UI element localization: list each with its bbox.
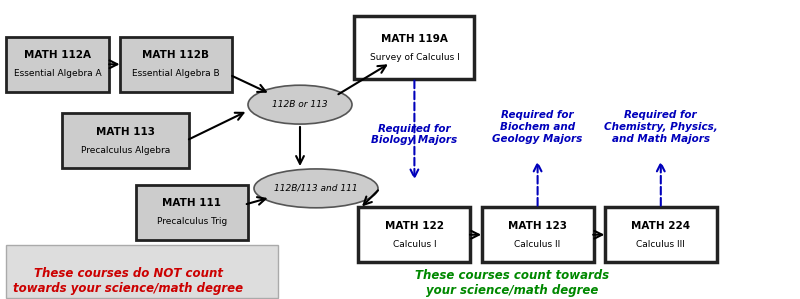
Text: Calculus III: Calculus III xyxy=(636,240,686,249)
Text: MATH 111: MATH 111 xyxy=(162,198,222,208)
FancyBboxPatch shape xyxy=(62,113,189,168)
Ellipse shape xyxy=(254,169,378,208)
Text: These courses count towards
your science/math degree: These courses count towards your science… xyxy=(415,269,609,297)
FancyBboxPatch shape xyxy=(358,207,470,263)
Text: Precalculus Trig: Precalculus Trig xyxy=(157,217,227,226)
Text: 112B/113 and 111: 112B/113 and 111 xyxy=(274,184,358,193)
Text: MATH 224: MATH 224 xyxy=(631,221,690,231)
FancyBboxPatch shape xyxy=(6,37,109,92)
Text: Calculus II: Calculus II xyxy=(514,240,561,249)
Text: Essential Algebra B: Essential Algebra B xyxy=(132,69,220,78)
Text: MATH 119A: MATH 119A xyxy=(381,34,448,44)
Text: Required for
Chemistry, Physics,
and Math Majors: Required for Chemistry, Physics, and Mat… xyxy=(604,110,718,144)
Text: MATH 113: MATH 113 xyxy=(96,126,155,137)
FancyBboxPatch shape xyxy=(6,245,278,298)
Text: MATH 123: MATH 123 xyxy=(508,221,567,231)
Ellipse shape xyxy=(248,85,352,124)
Text: 112B or 113: 112B or 113 xyxy=(272,100,328,109)
Text: MATH 112A: MATH 112A xyxy=(24,50,91,60)
Text: Precalculus Algebra: Precalculus Algebra xyxy=(81,146,170,155)
Text: Required for
Biochem and
Geology Majors: Required for Biochem and Geology Majors xyxy=(493,110,582,144)
Text: Required for
Biology Majors: Required for Biology Majors xyxy=(371,124,458,145)
FancyBboxPatch shape xyxy=(482,207,594,263)
Text: These courses do NOT count
towards your science/math degree: These courses do NOT count towards your … xyxy=(13,267,243,295)
Text: Survey of Calculus I: Survey of Calculus I xyxy=(370,53,459,62)
FancyBboxPatch shape xyxy=(354,16,474,79)
FancyBboxPatch shape xyxy=(120,37,232,92)
Text: MATH 112B: MATH 112B xyxy=(142,50,210,60)
Text: Calculus I: Calculus I xyxy=(393,240,436,249)
FancyBboxPatch shape xyxy=(136,185,248,240)
FancyBboxPatch shape xyxy=(605,207,717,263)
Text: MATH 122: MATH 122 xyxy=(385,221,444,231)
Text: Essential Algebra A: Essential Algebra A xyxy=(14,69,102,78)
